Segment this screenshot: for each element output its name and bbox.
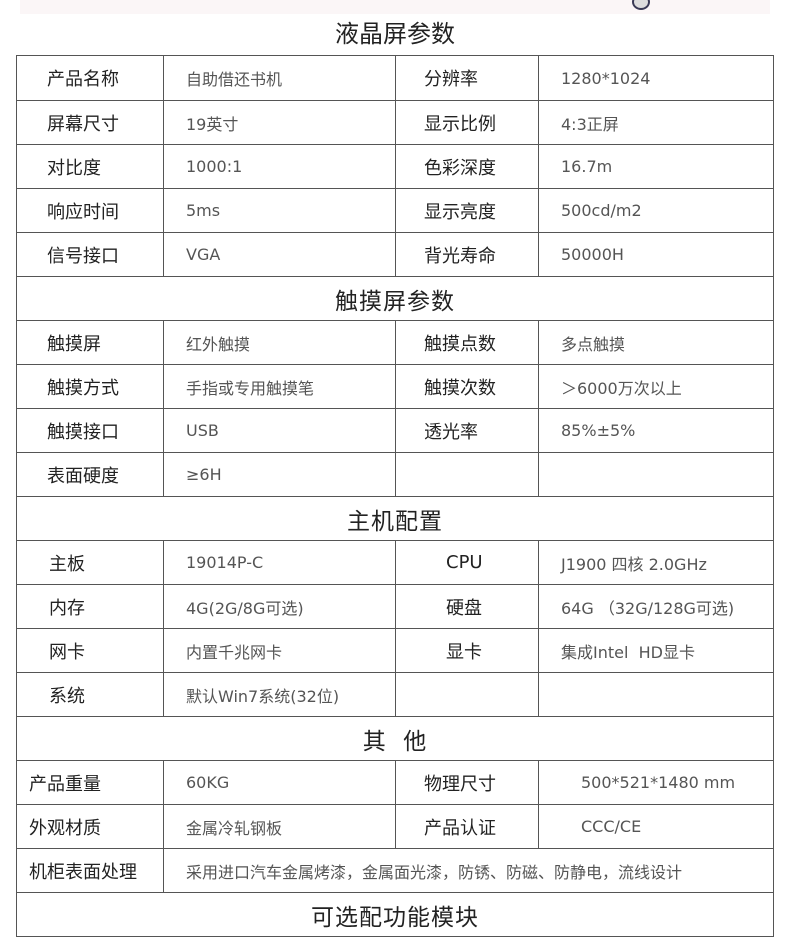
spec-label: 屏幕尺寸 <box>16 100 164 145</box>
spec-row: 外观材质 金属冷轧钢板 产品认证 CCC/CE <box>16 804 774 849</box>
section-header-row: 其 他 <box>16 716 774 761</box>
spec-value: VGA <box>163 232 396 277</box>
spec-label: 背光寿命 <box>395 232 539 277</box>
spec-value: 50000H <box>538 232 774 277</box>
spec-value: 红外触摸 <box>163 320 396 365</box>
spec-row: 系统 默认Win7系统(32位) <box>16 672 774 717</box>
spec-value: 4G(2G/8G可选) <box>163 584 396 629</box>
section-header-row: 主机配置 <box>16 496 774 541</box>
page-title: 液晶屏参数 <box>335 20 455 48</box>
spec-label: 表面硬度 <box>16 452 164 497</box>
spec-label: 显卡 <box>395 628 539 673</box>
spec-label: 触摸屏 <box>16 320 164 365</box>
spec-table: 产品名称 自助借还书机 分辨率 1280*1024 屏幕尺寸 19英寸 显示比例 4:3正屏对… <box>16 55 774 937</box>
section-title: 触摸屏参数 <box>16 276 774 321</box>
spec-value: CCC/CE <box>538 804 774 849</box>
spec-label: 触摸接口 <box>16 408 164 453</box>
spec-row: 主板 19014P-C CPU J1900 四核 2.0GHz <box>16 540 774 585</box>
spec-value: 85%±5% <box>538 408 774 453</box>
spec-label: 透光率 <box>395 408 539 453</box>
spec-label: 对比度 <box>16 144 164 189</box>
spec-row: 信号接口 VGA 背光寿命 50000H <box>16 232 774 277</box>
spec-row: 触摸屏 红外触摸 触摸点数 多点触摸 <box>16 320 774 365</box>
spec-row: 对比度 1000:1 色彩深度 16.7m <box>16 144 774 189</box>
spec-value: 4:3正屏 <box>538 100 774 145</box>
spec-row: 表面硬度 ≥6H <box>16 452 774 497</box>
spec-label: 触摸点数 <box>395 320 539 365</box>
spec-label <box>395 672 539 717</box>
section-title: 其 他 <box>16 716 774 761</box>
spec-value: 多点触摸 <box>538 320 774 365</box>
spec-label: 系统 <box>16 672 164 717</box>
spec-value: 1000:1 <box>163 144 396 189</box>
spec-value: 64G （32G/128G可选) <box>538 584 774 629</box>
section-title: 主机配置 <box>16 496 774 541</box>
spec-value <box>538 452 774 497</box>
spec-value: 19英寸 <box>163 100 396 145</box>
spec-value: J1900 四核 2.0GHz <box>538 540 774 585</box>
spec-value: 60KG <box>163 760 396 805</box>
spec-label: 信号接口 <box>16 232 164 277</box>
spec-label: 产品名称 <box>16 55 164 101</box>
spec-label: 产品重量 <box>16 760 164 805</box>
spec-label: 网卡 <box>16 628 164 673</box>
spec-value: 5ms <box>163 188 396 233</box>
spec-row: 产品重量 60KG 物理尺寸 500*521*1480 mm <box>16 760 774 805</box>
spec-value: 手指或专用触摸笔 <box>163 364 396 409</box>
spec-row: 产品名称 自助借还书机 分辨率 1280*1024 <box>16 55 774 101</box>
spec-value: 500cd/m2 <box>538 188 774 233</box>
section-header-row: 可选配功能模块 <box>16 892 774 937</box>
section-title: 可选配功能模块 <box>16 892 774 937</box>
spec-value: 1280*1024 <box>538 55 774 101</box>
spec-label: 触摸次数 <box>395 364 539 409</box>
spec-label: 触摸方式 <box>16 364 164 409</box>
top-banner-strip <box>20 0 770 14</box>
spec-value: 19014P-C <box>163 540 396 585</box>
spec-label: 物理尺寸 <box>395 760 539 805</box>
spec-label: 显示亮度 <box>395 188 539 233</box>
spec-label: 产品认证 <box>395 804 539 849</box>
spec-value: 默认Win7系统(32位) <box>163 672 396 717</box>
spec-value: 内置千兆网卡 <box>163 628 396 673</box>
spec-row: 机柜表面处理 采用进口汽车金属烤漆，金属面光漆，防锈、防磁、防静电，流线设计 <box>16 848 774 893</box>
spec-value: ≥6H <box>163 452 396 497</box>
spec-row: 内存 4G(2G/8G可选) 硬盘 64G （32G/128G可选) <box>16 584 774 629</box>
spec-value: 金属冷轧钢板 <box>163 804 396 849</box>
spec-label <box>395 452 539 497</box>
spec-label: CPU <box>395 540 539 585</box>
spec-value: 16.7m <box>538 144 774 189</box>
spec-value: ＞6000万次以上 <box>538 364 774 409</box>
spec-value: 500*521*1480 mm <box>538 760 774 805</box>
spec-row: 网卡 内置千兆网卡 显卡 集成Intel HD显卡 <box>16 628 774 673</box>
spec-label: 色彩深度 <box>395 144 539 189</box>
spec-label: 外观材质 <box>16 804 164 849</box>
spec-label: 硬盘 <box>395 584 539 629</box>
spec-row: 屏幕尺寸 19英寸 显示比例 4:3正屏 <box>16 100 774 145</box>
spec-label: 机柜表面处理 <box>16 848 164 893</box>
spec-value: 自助借还书机 <box>163 55 396 101</box>
decorative-circle-icon <box>632 0 650 10</box>
spec-value: 集成Intel HD显卡 <box>538 628 774 673</box>
spec-label: 分辨率 <box>395 55 539 101</box>
spec-label: 显示比例 <box>395 100 539 145</box>
spec-value: 采用进口汽车金属烤漆，金属面光漆，防锈、防磁、防静电，流线设计 <box>163 848 774 893</box>
spec-label: 主板 <box>16 540 164 585</box>
spec-row: 触摸接口 USB 透光率 85%±5% <box>16 408 774 453</box>
spec-row: 触摸方式 手指或专用触摸笔 触摸次数 ＞6000万次以上 <box>16 364 774 409</box>
spec-label: 响应时间 <box>16 188 164 233</box>
spec-value <box>538 672 774 717</box>
spec-value: USB <box>163 408 396 453</box>
spec-row: 响应时间 5ms 显示亮度 500cd/m2 <box>16 188 774 233</box>
spec-label: 内存 <box>16 584 164 629</box>
section-header-row: 触摸屏参数 <box>16 276 774 321</box>
